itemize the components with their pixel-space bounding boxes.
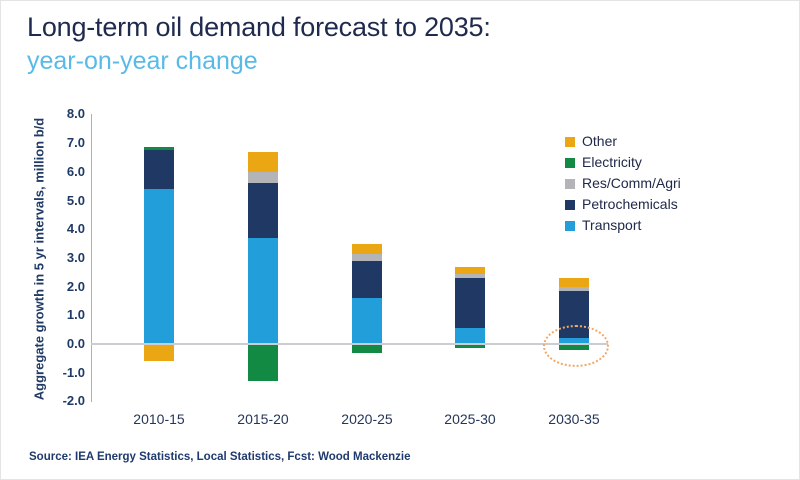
x-axis-label: 2010-15: [133, 411, 185, 427]
y-tick-label: 6.0: [66, 163, 85, 179]
bar-segment-electricity: [455, 344, 485, 348]
y-tick-label: 1.0: [66, 307, 85, 323]
legend-swatch-icon: [565, 220, 575, 231]
y-tick-label: 7.0: [66, 135, 85, 151]
legend-swatch-icon: [565, 199, 575, 210]
bar-segment-res-comm-agri: [352, 254, 382, 261]
legend-label: Res/Comm/Agri: [582, 175, 681, 191]
legend-label: Electricity: [582, 154, 642, 170]
bar-segment-other: [248, 152, 278, 172]
legend-item-other: Other: [565, 131, 681, 152]
legend-item-petrochemicals: Petrochemicals: [565, 194, 681, 215]
bar-segment-other: [559, 278, 589, 287]
bar-segment-electricity: [352, 344, 382, 353]
bar-segment-other: [352, 244, 382, 254]
y-tick-label: 5.0: [66, 192, 85, 208]
y-tick-label: -1.0: [62, 364, 85, 380]
bar-segment-res-comm-agri: [455, 274, 485, 278]
y-tick-label: 0.0: [66, 336, 85, 351]
bar-segment-electricity: [248, 344, 278, 381]
y-tick-label: 3.0: [66, 249, 85, 265]
legend-item-transport: Transport: [565, 215, 681, 236]
x-axis-label: 2020-25: [341, 411, 393, 427]
bar-segment-res-comm-agri: [248, 172, 278, 183]
zero-gridline: [91, 343, 608, 345]
chart-subtitle: year-on-year change: [27, 47, 258, 75]
bar-segment-transport: [144, 189, 174, 344]
bar-segment-electricity: [144, 147, 174, 150]
legend-label: Transport: [582, 217, 642, 233]
y-tick-label: -2.0: [62, 393, 85, 409]
bar-segment-other: [144, 344, 174, 361]
y-tick-label: 2.0: [66, 278, 85, 294]
bar-segment-petrochemicals: [352, 261, 382, 298]
y-axis-line: [91, 114, 92, 402]
source-note: Source: IEA Energy Statistics, Local Sta…: [29, 451, 411, 463]
legend-swatch-icon: [565, 136, 575, 147]
bar-segment-transport: [248, 238, 278, 344]
highlight-ellipse: [543, 325, 609, 367]
legend-label: Other: [582, 133, 618, 149]
bar-segment-transport: [455, 328, 485, 344]
bar-segment-res-comm-agri: [559, 287, 589, 291]
legend-item-res-comm-agri: Res/Comm/Agri: [565, 173, 681, 194]
legend-label: Petrochemicals: [582, 196, 678, 212]
x-axis-label: 2025-30: [444, 411, 496, 427]
legend-swatch-icon: [565, 157, 575, 168]
legend-item-electricity: Electricity: [565, 152, 681, 173]
y-tick-label: 4.0: [66, 221, 85, 237]
chart-title: Long-term oil demand forecast to 2035:: [27, 12, 491, 42]
x-axis-label: 2015-20: [237, 411, 289, 427]
bar-segment-petrochemicals: [248, 183, 278, 238]
bar-segment-transport: [352, 298, 382, 344]
y-tick-label: 8.0: [66, 106, 85, 122]
bar-segment-other: [455, 267, 485, 274]
legend-swatch-icon: [565, 178, 575, 189]
bar-segment-petrochemicals: [144, 150, 174, 189]
bar-segment-petrochemicals: [455, 278, 485, 328]
legend: Other Electricity Res/Comm/Agri Petrochemic…: [565, 131, 681, 236]
x-axis-label: 2030-35: [548, 411, 600, 427]
